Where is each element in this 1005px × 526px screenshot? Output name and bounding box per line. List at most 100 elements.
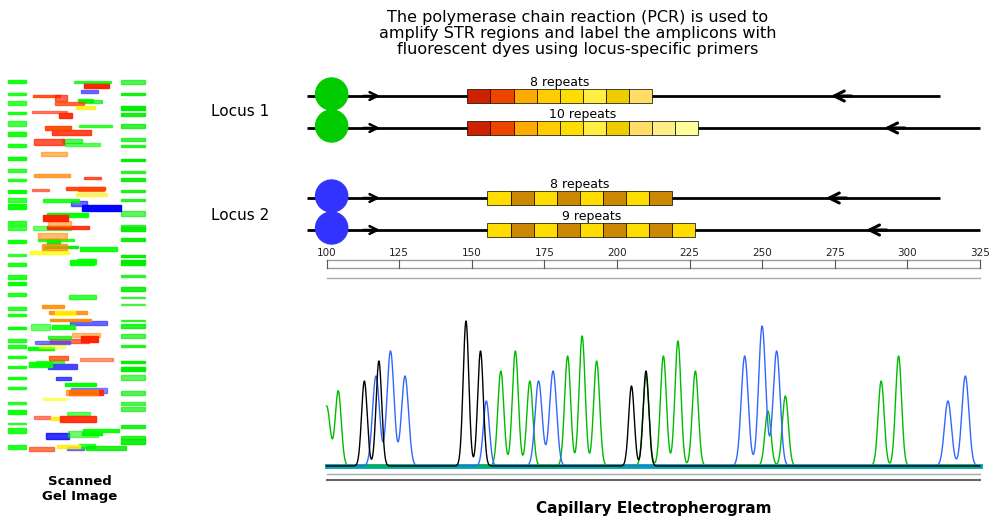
- Bar: [121, 178, 145, 181]
- Bar: [48, 220, 71, 226]
- Bar: [8, 377, 26, 379]
- Text: Locus 1: Locus 1: [211, 104, 269, 118]
- Bar: [80, 358, 113, 361]
- Bar: [121, 80, 145, 84]
- Bar: [121, 391, 145, 395]
- Bar: [467, 121, 490, 135]
- Bar: [121, 407, 145, 411]
- Bar: [82, 429, 119, 432]
- Bar: [121, 360, 145, 362]
- Bar: [626, 223, 649, 237]
- Bar: [49, 356, 67, 360]
- Bar: [46, 433, 68, 439]
- Bar: [121, 439, 145, 444]
- Bar: [57, 445, 80, 448]
- Bar: [81, 432, 102, 435]
- Bar: [8, 93, 26, 95]
- Bar: [68, 431, 97, 437]
- Bar: [606, 89, 629, 103]
- Bar: [67, 447, 84, 450]
- Bar: [74, 80, 111, 83]
- Bar: [8, 314, 26, 317]
- Bar: [42, 199, 79, 201]
- Bar: [511, 191, 534, 205]
- Bar: [49, 319, 90, 321]
- Text: 300: 300: [897, 248, 918, 258]
- Bar: [82, 205, 122, 210]
- Bar: [121, 304, 145, 306]
- Bar: [121, 138, 145, 141]
- Bar: [121, 333, 145, 338]
- Bar: [66, 187, 105, 189]
- Bar: [69, 390, 104, 395]
- Bar: [8, 198, 26, 203]
- Bar: [84, 177, 100, 179]
- Bar: [649, 223, 672, 237]
- Bar: [629, 89, 652, 103]
- Text: 9 repeats: 9 repeats: [562, 210, 621, 223]
- Bar: [121, 106, 145, 110]
- Text: Capillary Electropherogram: Capillary Electropherogram: [536, 501, 771, 516]
- Bar: [34, 175, 70, 177]
- Bar: [8, 132, 26, 136]
- Text: 8 repeats: 8 repeats: [530, 76, 590, 89]
- Bar: [65, 390, 98, 395]
- Bar: [121, 199, 145, 201]
- Bar: [121, 287, 145, 290]
- Circle shape: [316, 180, 348, 212]
- Bar: [34, 139, 64, 145]
- Bar: [121, 171, 145, 173]
- Bar: [534, 191, 557, 205]
- Bar: [52, 130, 90, 135]
- Bar: [121, 158, 145, 161]
- Bar: [8, 179, 26, 181]
- Bar: [60, 417, 95, 422]
- Bar: [8, 294, 26, 296]
- Bar: [580, 223, 603, 237]
- Bar: [42, 244, 66, 250]
- Text: fluorescent dyes using locus-specific primers: fluorescent dyes using locus-specific pr…: [397, 42, 759, 57]
- Bar: [65, 383, 96, 386]
- Bar: [8, 227, 26, 230]
- Bar: [8, 402, 26, 404]
- Bar: [38, 239, 74, 241]
- Bar: [490, 89, 514, 103]
- Bar: [487, 191, 511, 205]
- Bar: [80, 90, 98, 93]
- Bar: [38, 234, 66, 239]
- Bar: [121, 227, 145, 231]
- Bar: [121, 93, 145, 96]
- Bar: [47, 226, 88, 229]
- Bar: [603, 191, 626, 205]
- Bar: [121, 225, 145, 227]
- Circle shape: [316, 212, 348, 244]
- Bar: [42, 306, 64, 308]
- Bar: [8, 282, 26, 285]
- Bar: [8, 307, 26, 310]
- Bar: [35, 341, 70, 344]
- Bar: [514, 121, 537, 135]
- Bar: [8, 275, 26, 279]
- Bar: [78, 100, 102, 103]
- Bar: [121, 260, 145, 265]
- Bar: [29, 447, 53, 451]
- Text: 250: 250: [753, 248, 772, 258]
- Bar: [514, 89, 537, 103]
- Bar: [8, 239, 26, 243]
- Bar: [49, 311, 86, 314]
- Bar: [84, 83, 109, 88]
- Bar: [121, 275, 145, 277]
- Bar: [8, 345, 26, 348]
- Bar: [121, 124, 145, 128]
- Bar: [69, 295, 96, 299]
- Bar: [652, 121, 675, 135]
- Bar: [8, 80, 26, 83]
- Bar: [52, 325, 75, 329]
- Bar: [43, 398, 66, 400]
- Bar: [8, 422, 26, 424]
- Bar: [58, 113, 71, 118]
- Bar: [8, 157, 26, 160]
- Text: Scanned
Gel Image: Scanned Gel Image: [42, 476, 117, 503]
- Bar: [560, 89, 583, 103]
- Bar: [121, 238, 145, 241]
